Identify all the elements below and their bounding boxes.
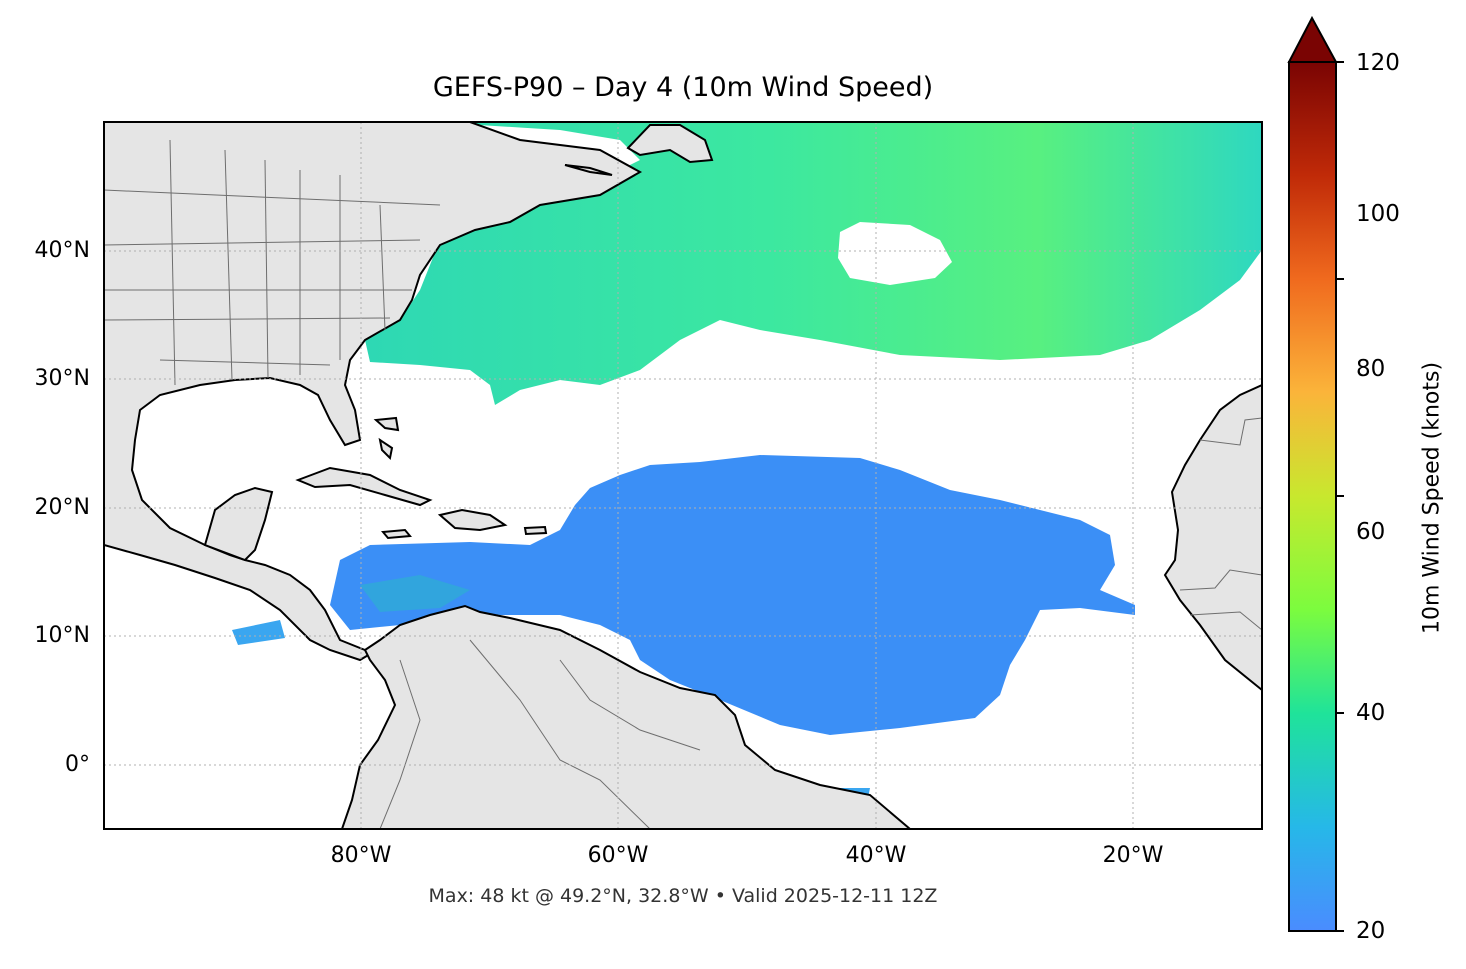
colorbar-tick-40: 40 [1356, 700, 1386, 726]
yucatan-land [203, 486, 274, 562]
colorbar-extend-arrow [1287, 15, 1338, 63]
wind-patch-pacific [232, 620, 285, 645]
colorbar [1287, 15, 1344, 932]
gulf-island-land [564, 164, 613, 176]
newfoundland-land [626, 124, 714, 164]
colorbar-tick-80: 80 [1356, 356, 1386, 382]
puerto-rico-land [523, 525, 548, 536]
lat-label-0: 0° [65, 752, 90, 777]
north-america-land [104, 122, 643, 662]
lat-label-10n: 10°N [34, 623, 90, 648]
lon-label-40w: 40°W [845, 843, 907, 868]
calm-area-north [838, 222, 952, 285]
wind-swath-south [330, 455, 1135, 735]
south-america-land [340, 604, 912, 829]
map-title: GEFS-P90 – Day 4 (10m Wind Speed) [432, 72, 934, 103]
colorbar-label: 10m Wind Speed (knots) [1419, 361, 1445, 635]
colorbar-gradient [1288, 61, 1337, 932]
lat-label-40n: 40°N [34, 238, 90, 263]
colorbar-tick-120: 120 [1356, 50, 1400, 76]
bahamas-land [373, 416, 400, 461]
colorbar-tick-100: 100 [1356, 201, 1400, 227]
lon-label-60w: 60°W [587, 843, 649, 868]
colorbar-tick-60: 60 [1356, 519, 1386, 545]
graticule [104, 122, 1262, 829]
lon-label-80w: 80°W [330, 843, 392, 868]
hispaniola-land [437, 508, 508, 532]
map-frame [103, 121, 1263, 830]
lat-label-30n: 30°N [34, 366, 90, 391]
lon-label-20w: 20°W [1102, 843, 1164, 868]
africa-land [1163, 383, 1262, 692]
colorbar-tick-20: 20 [1356, 918, 1386, 944]
state-borders [104, 139, 1262, 829]
lat-label-20n: 20°N [34, 495, 90, 520]
jamaica-land [381, 528, 412, 540]
cuba-land [295, 466, 433, 507]
wind-patch-caribbean [360, 575, 470, 612]
map-footer: Max: 48 kt @ 49.2°N, 32.8°W • Valid 2025… [428, 885, 938, 907]
